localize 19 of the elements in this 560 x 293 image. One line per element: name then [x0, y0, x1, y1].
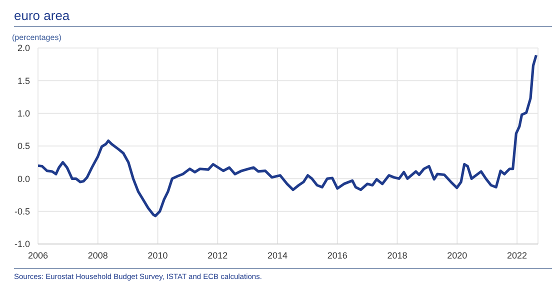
- line-series: [38, 54, 538, 218]
- x-tick-label: 2014: [268, 250, 288, 260]
- chart-title: euro area: [14, 8, 552, 27]
- y-tick-label: 2.0: [17, 43, 30, 54]
- y-tick-label: 0.0: [17, 174, 30, 184]
- y-tick-label: -1.0: [14, 239, 30, 250]
- y-tick-label: 1.0: [17, 108, 30, 119]
- x-tick-label: 2008: [88, 250, 108, 260]
- x-tick-label: 2018: [387, 250, 408, 260]
- y-tick-label: -0.5: [14, 206, 30, 217]
- x-tick-label: 2016: [327, 250, 348, 260]
- x-tick-label: 2010: [148, 250, 168, 260]
- x-tick-label: 2006: [28, 250, 48, 260]
- y-tick-label: 0.5: [17, 141, 30, 152]
- x-tick-label: 2020: [447, 250, 468, 260]
- x-tick-label: 2022: [507, 250, 528, 260]
- x-tick-label: 2012: [208, 250, 228, 260]
- y-tick-label: 1.5: [17, 76, 30, 86]
- chart-subtitle: (percentages): [12, 33, 62, 42]
